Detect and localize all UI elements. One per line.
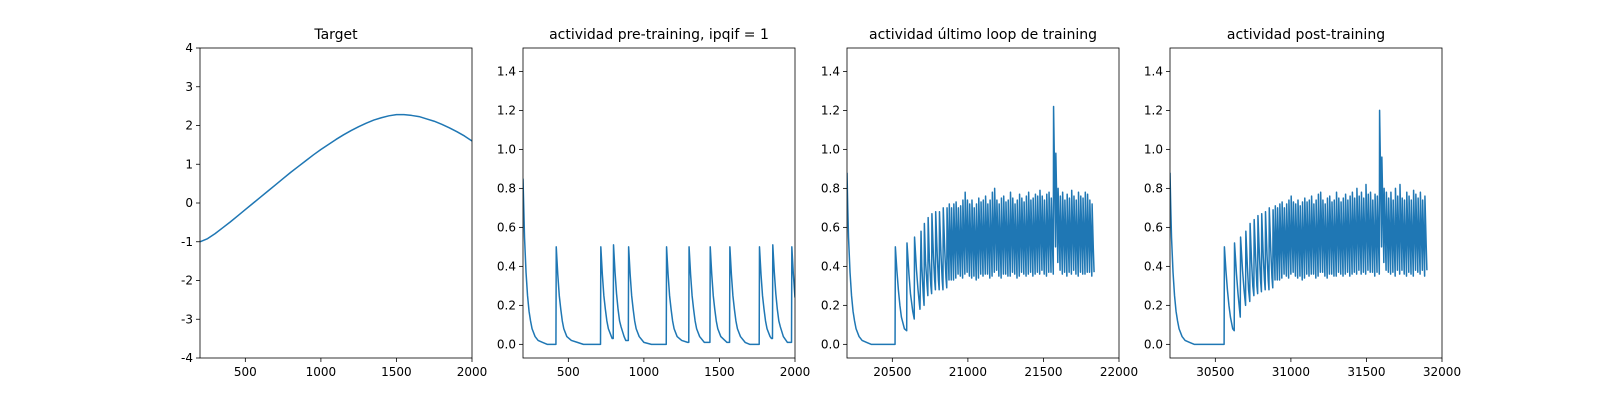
axes-frame xyxy=(846,47,1120,359)
y-tick-label: 0.8 xyxy=(1144,181,1163,195)
series-line xyxy=(847,105,1095,346)
series-line xyxy=(1170,109,1428,346)
x-tick-label: 1500 xyxy=(704,365,735,379)
series-line xyxy=(200,113,472,243)
x-tick-label: 22000 xyxy=(1100,365,1138,379)
y-tick-label: 0.2 xyxy=(821,298,840,312)
y-tick-label: 1.0 xyxy=(497,142,516,156)
axes-frame xyxy=(199,47,473,359)
subplot-2: 500 1000 1500 2000 0.0 0.2 0.4 0.6 0.8 1.0 1.2 1.4 a… xyxy=(497,27,810,379)
y-tick-label: 0.0 xyxy=(821,337,840,351)
x-tick-label: 31500 xyxy=(1347,365,1385,379)
x-tick-label: 31000 xyxy=(1272,365,1310,379)
x-tick-label: 2000 xyxy=(457,365,488,379)
subplot-3: 20500 21000 21500 22000 0.0 0.2 0.4 0.6 0.8 1.0 1.… xyxy=(821,27,1138,379)
y-tick-label: 1.2 xyxy=(497,103,516,117)
subplot-title: Target xyxy=(313,27,358,43)
y-tick-label: 1.4 xyxy=(1144,64,1163,78)
series-line xyxy=(523,178,795,346)
y-tick-label: 0.2 xyxy=(497,298,516,312)
y-tick-label: 1.2 xyxy=(821,103,840,117)
y-tick-label: 0.8 xyxy=(821,181,840,195)
subplot-1: 500 1000 1500 2000 -4 -3 -2 -1 0 1 2 3 4 Target xyxy=(181,27,487,379)
y-tick-label: 2 xyxy=(185,119,193,133)
subplot-title: actividad pre-training, ipqif = 1 xyxy=(549,27,769,43)
x-tick-label: 30500 xyxy=(1196,365,1234,379)
subplot-4: 30500 31000 31500 32000 0.0 0.2 0.4 0.6 0.8 1.0 1.… xyxy=(1144,27,1461,379)
y-tick-label: 0.0 xyxy=(497,337,516,351)
y-tick-label: 1.0 xyxy=(1144,142,1163,156)
y-tick-label: 0.2 xyxy=(1144,298,1163,312)
x-tick-label: 500 xyxy=(234,365,257,379)
y-tick-label: 0.4 xyxy=(497,259,516,273)
x-tick-label: 21000 xyxy=(949,365,987,379)
x-tick-label: 1000 xyxy=(629,365,660,379)
y-tick-label: -4 xyxy=(181,351,193,365)
y-tick-label: -1 xyxy=(181,235,193,249)
x-tick-label: 1000 xyxy=(306,365,337,379)
y-tick-label: 1.0 xyxy=(821,142,840,156)
y-tick-label: 0 xyxy=(185,196,193,210)
y-tick-label: 0.0 xyxy=(1144,337,1163,351)
y-tick-label: 0.6 xyxy=(821,220,840,234)
x-tick-label: 1500 xyxy=(381,365,412,379)
y-tick-label: 0.6 xyxy=(497,220,516,234)
axes-frame xyxy=(1169,47,1443,359)
x-tick-label: 500 xyxy=(557,365,580,379)
y-tick-label: 1.2 xyxy=(1144,103,1163,117)
y-tick-label: 0.8 xyxy=(497,181,516,195)
y-tick-label: 4 xyxy=(185,41,193,55)
y-tick-label: 1.4 xyxy=(821,64,840,78)
subplot-title: actividad último loop de training xyxy=(869,27,1097,43)
x-tick-label: 2000 xyxy=(780,365,811,379)
y-tick-label: 0.4 xyxy=(821,259,840,273)
x-tick-label: 20500 xyxy=(873,365,911,379)
y-tick-label: 3 xyxy=(185,80,193,94)
y-tick-label: 1.4 xyxy=(497,64,516,78)
y-tick-label: 0.6 xyxy=(1144,220,1163,234)
x-tick-label: 21500 xyxy=(1024,365,1062,379)
y-tick-label: 1 xyxy=(185,157,193,171)
subplot-title: actividad post-training xyxy=(1227,27,1385,43)
y-tick-label: -2 xyxy=(181,274,193,288)
axes-frame xyxy=(522,47,796,359)
y-tick-label: 0.4 xyxy=(1144,259,1163,273)
x-tick-label: 32000 xyxy=(1423,365,1461,379)
y-tick-label: -3 xyxy=(181,312,193,326)
